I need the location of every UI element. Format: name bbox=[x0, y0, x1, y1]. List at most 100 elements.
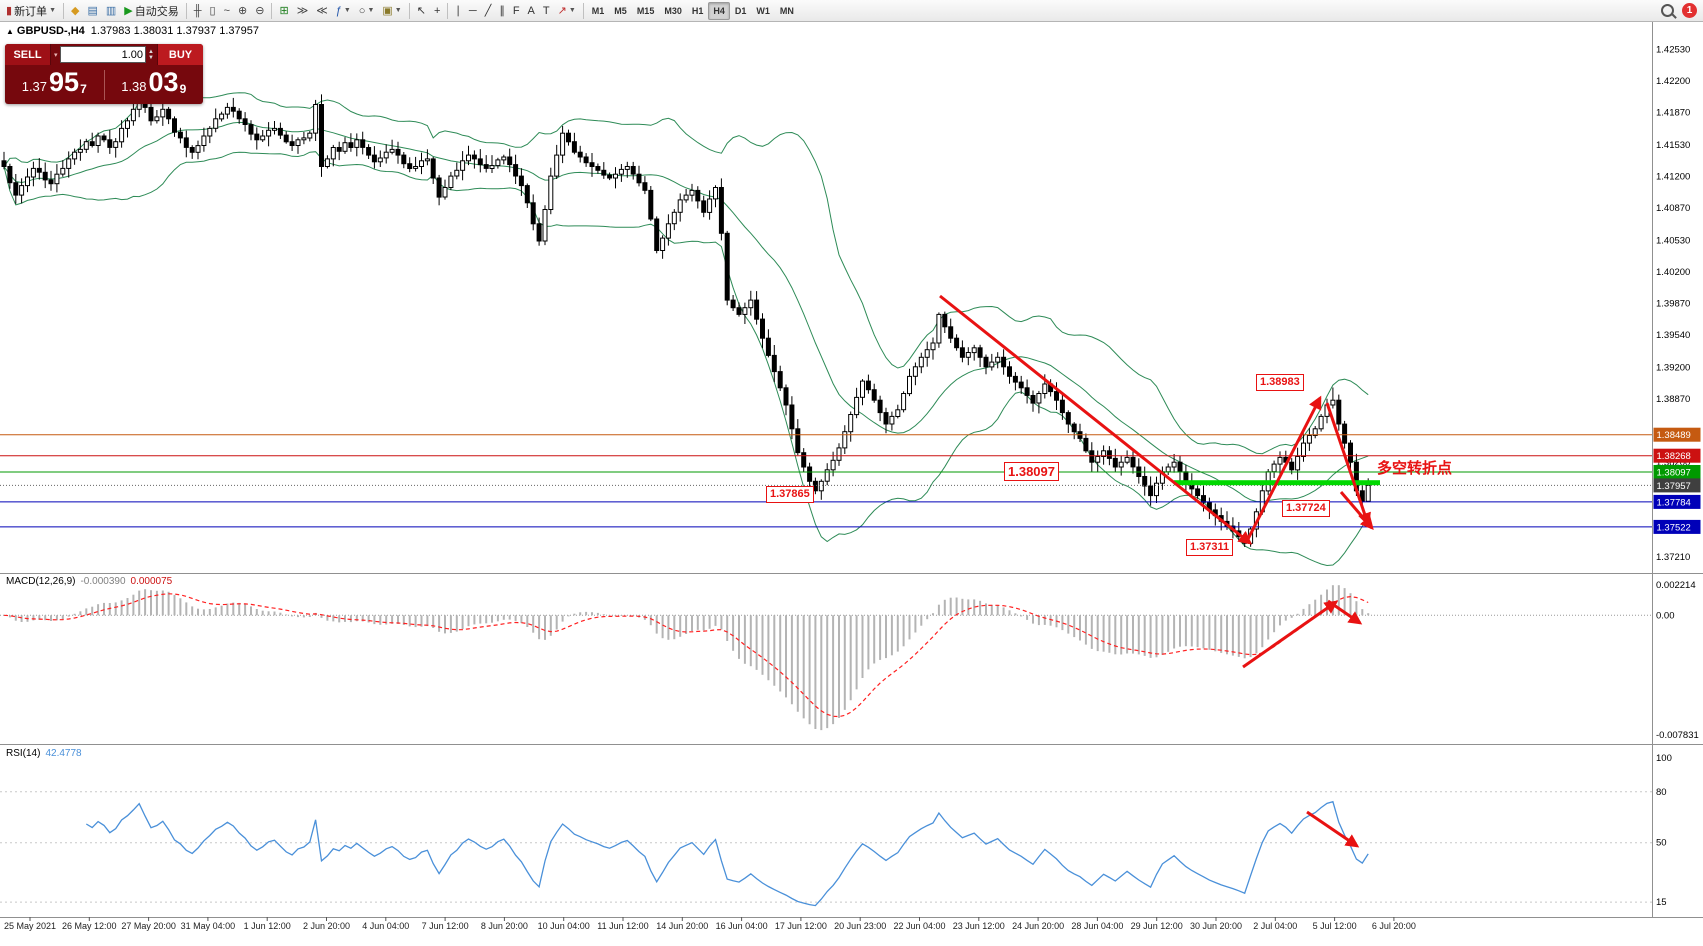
x-axis-label: 28 Jun 04:00 bbox=[1071, 921, 1123, 931]
x-axis-label: 6 Jul 20:00 bbox=[1372, 921, 1416, 931]
timeframe-H4[interactable]: H4 bbox=[708, 1, 730, 20]
rsi-panel[interactable]: 100 80 50 15 bbox=[0, 753, 1672, 908]
toolbar-buttons: ▮ 新订单 ▼ ◆ ▤ ▥ ▶ 自动交易 ╫ ▯ ~ ⊕ ⊖ ⊞ ≫ ≪ ƒ ▼ ○ ▼ ▣ ▼ ↖ + ∣ ─ ╱ ∥ F A T ↗ ▼ M1… bbox=[2, 1, 799, 20]
horizontal-line-icon[interactable]: ─ bbox=[465, 2, 481, 20]
trend-arrow bbox=[1339, 491, 1374, 531]
chart-line-icon[interactable]: ~ bbox=[220, 2, 234, 20]
chart-shift-icon[interactable]: ≪ bbox=[312, 2, 332, 20]
indicators-icon[interactable]: ƒ ▼ bbox=[332, 2, 355, 20]
macd-panel[interactable]: 0.002214 0.00 -0.007831 bbox=[0, 580, 1699, 741]
y-axis-label: 1.40530 bbox=[1656, 236, 1690, 247]
collapse-triangle-icon[interactable]: ▲ bbox=[6, 27, 14, 36]
svg-text:-0.007831: -0.007831 bbox=[1656, 730, 1699, 741]
search-icon[interactable] bbox=[1661, 4, 1674, 17]
y-axis-label: 1.41200 bbox=[1656, 172, 1690, 183]
fibonacci-icon[interactable]: F bbox=[509, 2, 524, 20]
periods-icon[interactable]: ○ ▼ bbox=[355, 2, 379, 20]
text-icon: A bbox=[527, 4, 535, 17]
sell-button[interactable]: SELL bbox=[5, 44, 51, 65]
zoom-out-icon[interactable]: ⊖ bbox=[251, 2, 268, 20]
chart-bars-icon[interactable]: ╫ bbox=[190, 2, 206, 20]
y-axis-label: 1.42530 bbox=[1656, 45, 1690, 56]
price-chip: 1.38097 bbox=[1657, 468, 1691, 479]
chart-candles-icon: ▯ bbox=[209, 4, 216, 17]
channel-icon[interactable]: ∥ bbox=[495, 2, 509, 20]
tile-windows-icon[interactable]: ⊞ bbox=[275, 2, 292, 20]
horizontal-lines[interactable] bbox=[0, 434, 1652, 528]
rsi-label: RSI(14) 42.4778 bbox=[6, 748, 82, 759]
timeframe-M30[interactable]: M30 bbox=[659, 2, 687, 20]
auto-scroll-icon[interactable]: ≫ bbox=[293, 2, 313, 20]
x-axis-label: 4 Jun 04:00 bbox=[362, 921, 409, 931]
ohlc-values: 1.37983 1.38031 1.37937 1.37957 bbox=[90, 25, 259, 37]
text-icon[interactable]: A bbox=[524, 2, 539, 20]
sell-price[interactable]: 1.37 95 7 bbox=[5, 66, 104, 101]
chart-candles-icon[interactable]: ▯ bbox=[206, 2, 220, 20]
cursor-icon: ↖ bbox=[416, 4, 426, 17]
trend-arrow bbox=[1245, 395, 1322, 542]
sell-price-int: 1.37 bbox=[21, 78, 48, 94]
trend-arrow bbox=[1325, 402, 1371, 527]
x-axis-label: 29 Jun 12:00 bbox=[1131, 921, 1183, 931]
sell-price-big: 95 bbox=[49, 66, 80, 97]
autotrade-button[interactable]: ▶ 自动交易 bbox=[120, 2, 182, 20]
periods-icon: ○ bbox=[358, 4, 366, 17]
timeframe-M1[interactable]: M1 bbox=[587, 2, 610, 20]
x-axis-label: 31 May 04:00 bbox=[181, 921, 236, 931]
macd-histogram bbox=[8, 585, 1370, 731]
timeframe-H1[interactable]: H1 bbox=[687, 2, 709, 20]
price-chip: 1.37522 bbox=[1657, 522, 1691, 533]
macd-label: MACD(12,26,9) -0.000390 0.000075 bbox=[6, 576, 173, 587]
x-axis-label: 25 May 2021 bbox=[4, 921, 56, 931]
volume-input[interactable] bbox=[59, 46, 147, 63]
one-click-trade-panel: SELL ▾ ▲▼ BUY 1.37 95 7 1.38 03 9 bbox=[5, 44, 203, 104]
volume-stepper[interactable]: ▲ ▼ bbox=[148, 48, 154, 61]
buy-button[interactable]: BUY bbox=[157, 44, 203, 65]
tile-windows-icon: ⊞ bbox=[279, 4, 289, 17]
volume-caret-icon[interactable]: ▾ bbox=[54, 51, 58, 59]
buy-price-sup: 9 bbox=[179, 81, 187, 96]
x-axis-label: 10 Jun 04:00 bbox=[538, 921, 590, 931]
svg-text:100: 100 bbox=[1656, 753, 1672, 764]
candlestick-plot[interactable] bbox=[0, 85, 1652, 567]
market-watch-icon[interactable]: ◆ bbox=[67, 2, 83, 20]
trend-arrow bbox=[1327, 599, 1363, 625]
y-axis-label: 1.39200 bbox=[1656, 362, 1690, 373]
label-icon: T bbox=[542, 4, 550, 17]
timeframe-W1[interactable]: W1 bbox=[751, 2, 775, 20]
y-axis-label: 1.38200 bbox=[1656, 458, 1690, 469]
new-order-button[interactable]: ▮ 新订单 ▼ bbox=[2, 2, 60, 20]
svg-text:0.002214: 0.002214 bbox=[1656, 580, 1696, 591]
arrows-tool-icon[interactable]: ↗ ▼ bbox=[554, 2, 580, 20]
chart-title: ▲ GBPUSD-,H4 1.37983 1.38031 1.37937 1.379… bbox=[6, 25, 259, 37]
notification-badge[interactable]: 1 bbox=[1682, 3, 1697, 18]
svg-text:15: 15 bbox=[1656, 897, 1667, 908]
channel-icon: ∥ bbox=[499, 4, 505, 17]
label-icon[interactable]: T bbox=[539, 2, 554, 20]
rsi-line bbox=[85, 800, 1369, 907]
x-axis-label: 30 Jun 20:00 bbox=[1190, 921, 1242, 931]
timeframe-MN[interactable]: MN bbox=[775, 2, 799, 20]
annotation-low1-price: 1.37865 bbox=[766, 486, 814, 503]
timeframe-M15[interactable]: M15 bbox=[632, 2, 660, 20]
vertical-line-icon[interactable]: ∣ bbox=[451, 2, 465, 20]
market-watch-icon: ◆ bbox=[71, 4, 80, 17]
x-axis-label: 23 Jun 12:00 bbox=[953, 921, 1005, 931]
crosshair-icon[interactable]: + bbox=[430, 2, 444, 20]
arrows-tool-icon: ↗ bbox=[557, 4, 567, 17]
data-window-icon[interactable]: ▤ bbox=[83, 2, 101, 20]
horizontal-line-icon: ─ bbox=[468, 4, 477, 17]
buy-price[interactable]: 1.38 03 9 bbox=[105, 68, 204, 101]
cursor-icon[interactable]: ↖ bbox=[413, 2, 430, 20]
templates-icon[interactable]: ▣ ▼ bbox=[378, 2, 405, 20]
chart-line-icon: ~ bbox=[223, 4, 231, 17]
timeframe-D1[interactable]: D1 bbox=[730, 2, 752, 20]
timeframe-M5[interactable]: M5 bbox=[609, 2, 632, 20]
navigator-icon[interactable]: ▥ bbox=[102, 2, 120, 20]
zoom-in-icon[interactable]: ⊕ bbox=[234, 2, 251, 20]
trendline-icon[interactable]: ╱ bbox=[481, 2, 496, 20]
y-axis-label: 1.41530 bbox=[1656, 140, 1690, 151]
toolbar-right: 1 bbox=[1661, 3, 1701, 18]
y-axis-label: 1.39870 bbox=[1656, 298, 1690, 309]
